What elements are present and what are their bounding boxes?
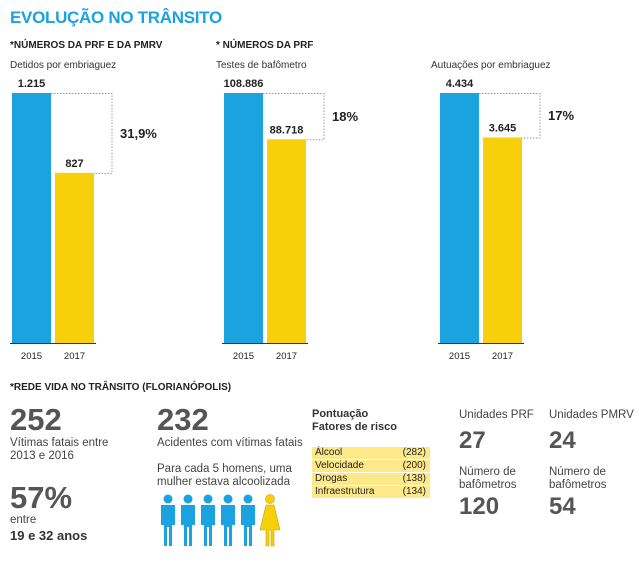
pmrv-units-label: Unidades PMRV (549, 409, 634, 421)
tick-label: 2017 (492, 351, 513, 362)
prf-bafo-label-2: bafômetros (459, 479, 517, 491)
prf-bafo-label-1: Número de (459, 466, 516, 478)
prf-bafo-value: 120 (459, 493, 500, 520)
victims-text-2: 2013 e 2016 (10, 450, 74, 462)
tick-label: 2015 (449, 351, 470, 362)
tick-label: 2015 (21, 351, 42, 362)
chart-title-2: Testes de bafômetro (216, 60, 307, 71)
bar-value-label: 88.718 (270, 124, 304, 136)
source-note-bottom: *REDE VIDA NO TRÂNSITO (FLORIANÓPOLIS) (10, 382, 232, 393)
page-title: EVOLUÇÃO NO TRÂNSITO (10, 8, 222, 27)
percent-text-1: entre (10, 514, 37, 526)
man-head (243, 494, 253, 504)
man-icon (221, 494, 235, 546)
risk-row: Velocidade (200) (312, 460, 430, 472)
man-icon (201, 494, 215, 546)
tick-label: 2015 (233, 351, 254, 362)
man-icon (181, 494, 195, 546)
bar (12, 93, 51, 343)
accidents-text: Acidentes com vítimas fatais (157, 437, 303, 449)
bar-value-label: 827 (65, 158, 83, 170)
victims-text-1: Vítimas fatais entre (10, 437, 109, 449)
ratio-text-2: mulher estava alcoolizada (157, 476, 290, 488)
man-body (181, 505, 195, 546)
prf-units-value: 27 (459, 427, 486, 454)
man-body (161, 505, 175, 546)
pmrv-bafo-label-1: Número de (549, 466, 606, 478)
man-body (241, 505, 255, 546)
bar-value-label: 4.434 (446, 78, 474, 90)
woman-icon (259, 494, 281, 547)
man-icon (241, 494, 255, 546)
risk-value: (282) (402, 447, 426, 458)
change-label: 17% (548, 108, 574, 123)
risk-label: Álcool (315, 447, 343, 458)
chart-title-1: Detidos por embriaguez (10, 60, 117, 71)
tick-label: 2017 (276, 351, 297, 362)
prf-units-label: Unidades PRF (459, 409, 534, 421)
tick-label: 2017 (64, 351, 85, 362)
bar-value-label: 108.886 (224, 78, 264, 90)
man-head (223, 494, 233, 504)
ratio-text-1: Para cada 5 homens, uma (157, 463, 292, 475)
change-bracket (263, 93, 325, 141)
bar (483, 137, 522, 343)
bar (440, 93, 479, 343)
change-label: 18% (332, 109, 358, 124)
risk-row: Drogas (138) (312, 473, 430, 485)
woman-body (259, 504, 281, 547)
woman-head (265, 494, 275, 504)
man-head (163, 494, 173, 504)
man-body (201, 505, 215, 546)
risk-label: Velocidade (315, 460, 364, 471)
accidents-number: 232 (157, 402, 209, 437)
risk-row: Infraestrutura (134) (312, 486, 430, 498)
man-icon (161, 494, 175, 546)
source-note-middle: * NÚMEROS DA PRF (216, 40, 314, 51)
risk-label: Infraestrutura (315, 486, 375, 497)
pmrv-units-value: 24 (549, 427, 576, 454)
people-icons (161, 494, 281, 547)
bar-value-label: 1.215 (18, 78, 46, 90)
percent-number: 57% (10, 480, 73, 515)
risk-heading-1: Pontuação (312, 408, 369, 420)
bar (224, 93, 263, 343)
victims-number: 252 (10, 402, 62, 437)
bar-charts: 1.215 2015 827 2017 31,9% 108.886 2015 88.718 20… (10, 78, 574, 362)
pmrv-bafo-label-2: bafômetros (549, 479, 607, 491)
bar-value-label: 3.645 (489, 122, 517, 134)
percent-text-2: 19 e 32 anos (10, 528, 88, 543)
pmrv-bafo-value: 54 (549, 493, 576, 520)
source-note-left: *NÚMEROS DA PRF E DA PMRV (10, 40, 163, 51)
change-bracket (51, 93, 113, 174)
bar (55, 172, 94, 343)
risk-value: (134) (402, 486, 426, 497)
man-head (203, 494, 213, 504)
man-head (183, 494, 193, 504)
change-label: 31,9% (120, 126, 157, 141)
risk-label: Drogas (315, 473, 348, 484)
risk-row: Álcool (282) (312, 447, 430, 459)
risk-value: (200) (402, 460, 426, 471)
chart-title-3: Autuações por embriaguez (431, 60, 551, 71)
risk-value: (138) (402, 473, 426, 484)
man-body (221, 505, 235, 546)
bar (267, 139, 306, 343)
risk-heading-2: Fatores de risco (312, 421, 397, 433)
change-bracket (479, 93, 541, 139)
